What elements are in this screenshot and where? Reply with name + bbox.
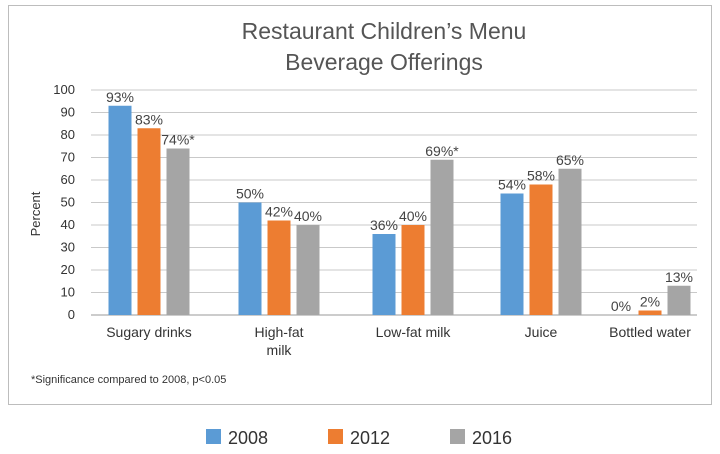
data-label: 13% (665, 269, 693, 285)
y-tick-label: 60 (61, 172, 75, 187)
data-label: 40% (399, 208, 427, 224)
category-label: Sugary drinks (106, 324, 192, 340)
data-label: 65% (556, 152, 584, 168)
legend-label-2012: 2012 (350, 428, 390, 448)
data-label: 0% (611, 298, 631, 314)
category-label: High-fat (254, 324, 303, 340)
data-label: 93% (106, 89, 134, 105)
bar-2012-2 (401, 225, 425, 315)
data-label: 50% (236, 186, 264, 202)
bar-2016-3 (558, 168, 582, 315)
y-tick-label: 30 (61, 240, 75, 255)
data-label: 42% (265, 204, 293, 220)
bar-2012-4 (638, 310, 662, 315)
data-label: 83% (135, 111, 163, 127)
legend-swatch-2016 (450, 429, 465, 444)
data-label: 69%* (425, 143, 459, 159)
bar-2016-2 (430, 159, 454, 315)
bar-2012-0 (137, 128, 161, 315)
y-tick-label: 80 (61, 127, 75, 142)
data-label: 58% (527, 168, 555, 184)
data-label: 40% (294, 208, 322, 224)
legend-swatch-2012 (328, 429, 343, 444)
y-tick-label: 90 (61, 105, 75, 120)
bar-2008-3 (500, 193, 524, 315)
bar-2016-4 (667, 285, 691, 315)
bar-chart: Restaurant Children’s Menu Beverage Offe… (28, 18, 697, 386)
legend-label-2008: 2008 (228, 428, 268, 448)
bar-2008-2 (372, 234, 396, 315)
legend-label-2016: 2016 (472, 428, 512, 448)
bar-2008-1 (238, 202, 262, 315)
bar-2012-3 (529, 184, 553, 315)
bar-2016-1 (296, 225, 320, 315)
category-label: Juice (525, 324, 558, 340)
y-tick-label: 0 (68, 307, 75, 322)
legend-swatch-2008 (206, 429, 221, 444)
y-tick-label: 20 (61, 262, 75, 277)
footnote: *Significance compared to 2008, p<0.05 (31, 374, 226, 386)
data-label: 74%* (161, 132, 195, 148)
y-tick-label: 10 (61, 285, 75, 300)
category-label: Bottled water (609, 324, 691, 340)
bar-2008-0 (108, 105, 132, 315)
category-label: Low-fat milk (376, 324, 452, 340)
chart-title-line-2: Beverage Offerings (285, 49, 483, 75)
category-label: milk (267, 342, 293, 358)
chart-title-line-1: Restaurant Children’s Menu (242, 18, 527, 44)
y-tick-label: 100 (53, 82, 75, 97)
bar-2016-0 (166, 148, 190, 315)
chart-frame: Restaurant Children’s Menu Beverage Offe… (8, 5, 712, 405)
y-tick-label: 50 (61, 195, 75, 210)
data-label: 36% (370, 217, 398, 233)
data-label: 2% (640, 294, 660, 310)
bar-2012-1 (267, 220, 291, 315)
y-tick-label: 40 (61, 217, 75, 232)
data-label: 54% (498, 177, 526, 193)
y-axis-label: Percent (28, 191, 43, 236)
y-tick-label: 70 (61, 150, 75, 165)
legend: 2008 2012 2016 (206, 428, 512, 448)
